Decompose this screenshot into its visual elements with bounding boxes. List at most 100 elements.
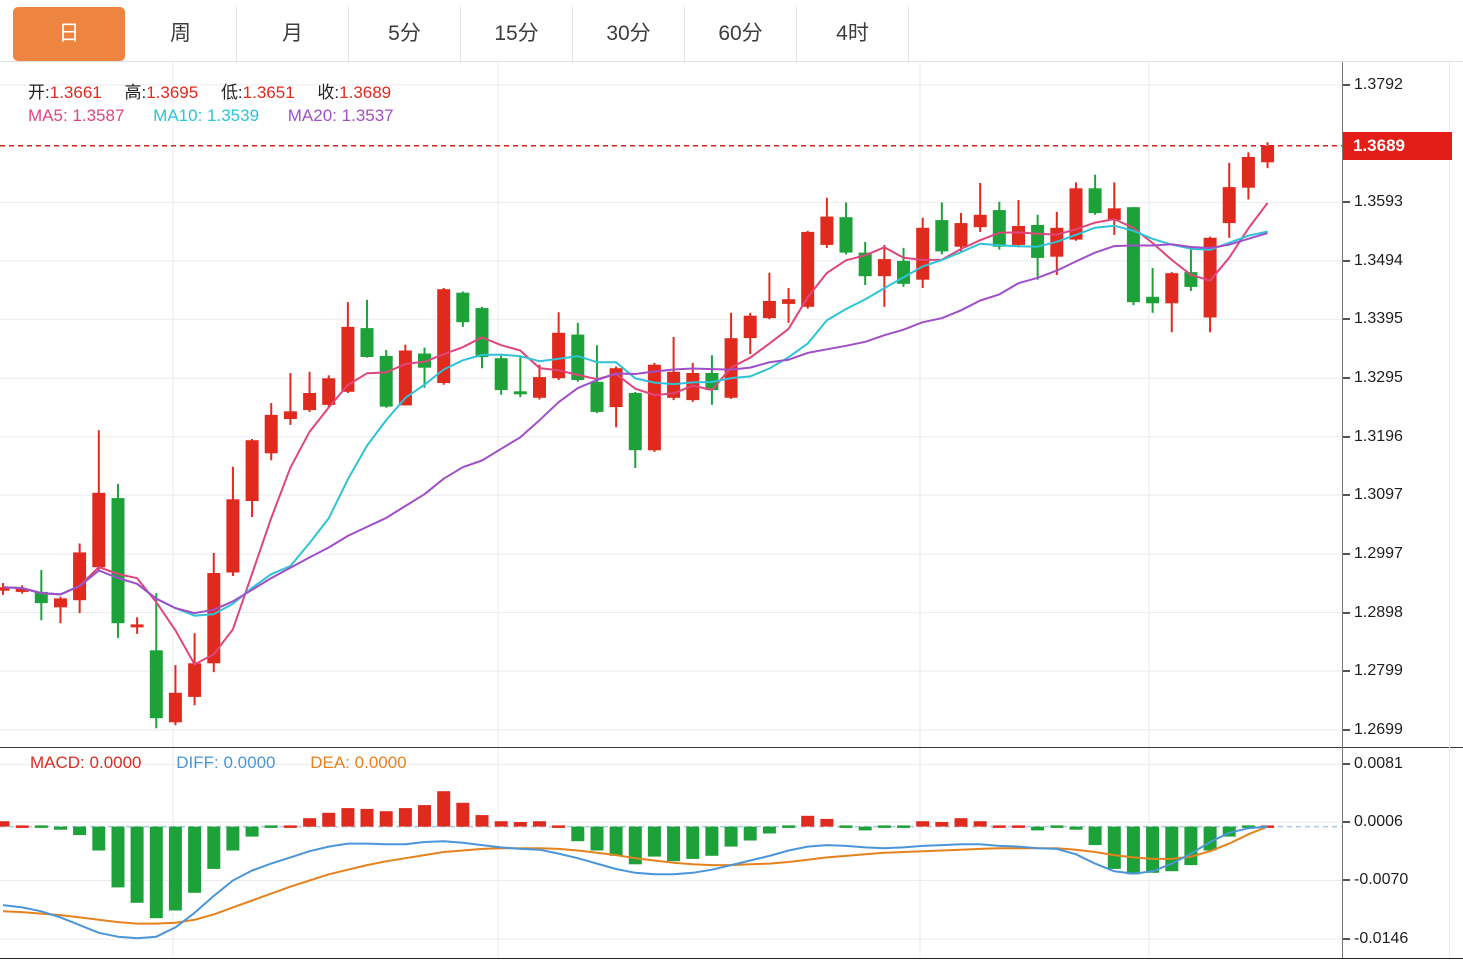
ma5-value: 1.3587 [72, 106, 125, 125]
candle-body [973, 214, 987, 228]
macd-hist-bar [360, 808, 374, 827]
macd-hist-bar [111, 826, 125, 888]
candle-body [1222, 187, 1236, 224]
ma5-label: MA5: [28, 106, 68, 125]
candle-body [168, 692, 182, 723]
ma-line-ma20 [2, 232, 1268, 615]
price-tick: 1.3097 [1343, 486, 1403, 504]
macd-hist-bar [322, 812, 336, 827]
candle-body [226, 499, 240, 573]
macd-hist-bar [0, 821, 10, 827]
macd-hist-bar [820, 818, 834, 827]
tab-30min[interactable]: 30分 [573, 7, 685, 61]
macd-hist-bar [494, 821, 508, 827]
candle-body [571, 334, 585, 380]
candle-body [379, 355, 393, 407]
bottom-border [0, 958, 1463, 959]
macd-hist-bar [916, 821, 930, 827]
candle-body [1165, 273, 1179, 304]
close-value: 1.3689 [339, 83, 392, 102]
candle-body [73, 552, 87, 601]
low-label: 低: [220, 83, 243, 102]
price-tick: 1.2898 [1343, 604, 1403, 622]
candle-body [743, 315, 757, 339]
macd-hist-bar [897, 825, 910, 828]
candle-body [590, 381, 604, 412]
candle-body [647, 364, 661, 451]
price-tick: 1.2997 [1343, 545, 1403, 563]
macd-hist-bar [782, 825, 796, 828]
macd-hist-bar [609, 826, 623, 856]
candle-body [897, 260, 910, 284]
macd-hist-bar [34, 825, 48, 828]
tab-month[interactable]: 月 [237, 7, 349, 61]
candle-body [1107, 208, 1121, 221]
high-value: 1.3695 [146, 83, 199, 102]
macd-hist-bar [513, 822, 527, 827]
macd-hist-bar [1088, 826, 1102, 846]
macd-legend: MACD: 0.0000 DIFF: 0.0000 DEA: 0.0000 [30, 753, 437, 773]
macd-hist-bar [992, 825, 1006, 828]
macd-hist-bar [149, 826, 163, 919]
ma10-label: MA10: [153, 106, 203, 125]
ma20-label: MA20: [287, 106, 337, 125]
candle-body [1146, 296, 1160, 304]
macd-hist-bar [973, 821, 987, 827]
candle-body [992, 210, 1006, 247]
candle-body [820, 216, 834, 245]
macd-hist-bar [705, 826, 719, 856]
price-tick: 1.3792 [1343, 76, 1403, 94]
candle-body [360, 328, 374, 357]
macd-hist-bar [54, 826, 67, 830]
ma-line-ma10 [2, 224, 1268, 617]
candle-body [916, 227, 930, 280]
ma20-value: 1.3537 [341, 106, 394, 125]
candle-body [1261, 145, 1275, 163]
macd-hist-bar [935, 822, 949, 827]
tab-60min[interactable]: 60分 [685, 7, 797, 61]
candle-body [54, 598, 67, 608]
price-tick: 1.3196 [1343, 428, 1403, 446]
macd-tick: -0.0070 [1343, 871, 1408, 889]
macd-hist-bar [762, 826, 776, 834]
macd-hist-bar [571, 826, 585, 842]
macd-hist-bar [264, 825, 278, 828]
macd-hist-bar [1069, 826, 1083, 830]
candle-body [1012, 226, 1025, 245]
tab-week[interactable]: 周 [125, 7, 237, 61]
tab-day[interactable]: 日 [13, 7, 125, 61]
dea-label: DEA: [310, 753, 350, 772]
macd-hist-bar [188, 826, 202, 893]
tab-4hour[interactable]: 4时 [797, 7, 909, 61]
candle-body [207, 573, 221, 664]
axis-right-border [1449, 62, 1450, 958]
tab-5min[interactable]: 5分 [349, 7, 461, 61]
macd-hist-bar [475, 815, 489, 827]
candle-body [877, 259, 891, 277]
macd-hist-bar [1012, 825, 1025, 828]
macd-hist-bar [73, 826, 87, 836]
price-tick: 1.3395 [1343, 310, 1403, 328]
diff-line [2, 825, 1268, 940]
macd-chart[interactable] [0, 747, 1342, 958]
price-tick: 1.3593 [1343, 193, 1403, 211]
candle-body [475, 308, 489, 358]
candle-body [264, 414, 278, 454]
candle-body [552, 332, 566, 379]
macd-hist-bar [92, 826, 106, 851]
candle-body [0, 587, 10, 591]
candle-body [341, 326, 355, 392]
macd-hist-bar [456, 802, 470, 827]
candle-body [533, 377, 546, 398]
macd-hist-bar [1184, 826, 1198, 866]
macd-hist-bar [743, 826, 757, 841]
tab-15min[interactable]: 15分 [461, 7, 573, 61]
candlestick-chart[interactable] [0, 62, 1342, 747]
candle-body [858, 252, 872, 277]
candle-body [1203, 237, 1217, 318]
candle-body [801, 231, 815, 307]
low-value: 1.3651 [242, 83, 295, 102]
macd-hist-bar [1203, 826, 1217, 851]
open-label: 开: [28, 83, 50, 102]
ma-line-ma5 [2, 202, 1269, 666]
